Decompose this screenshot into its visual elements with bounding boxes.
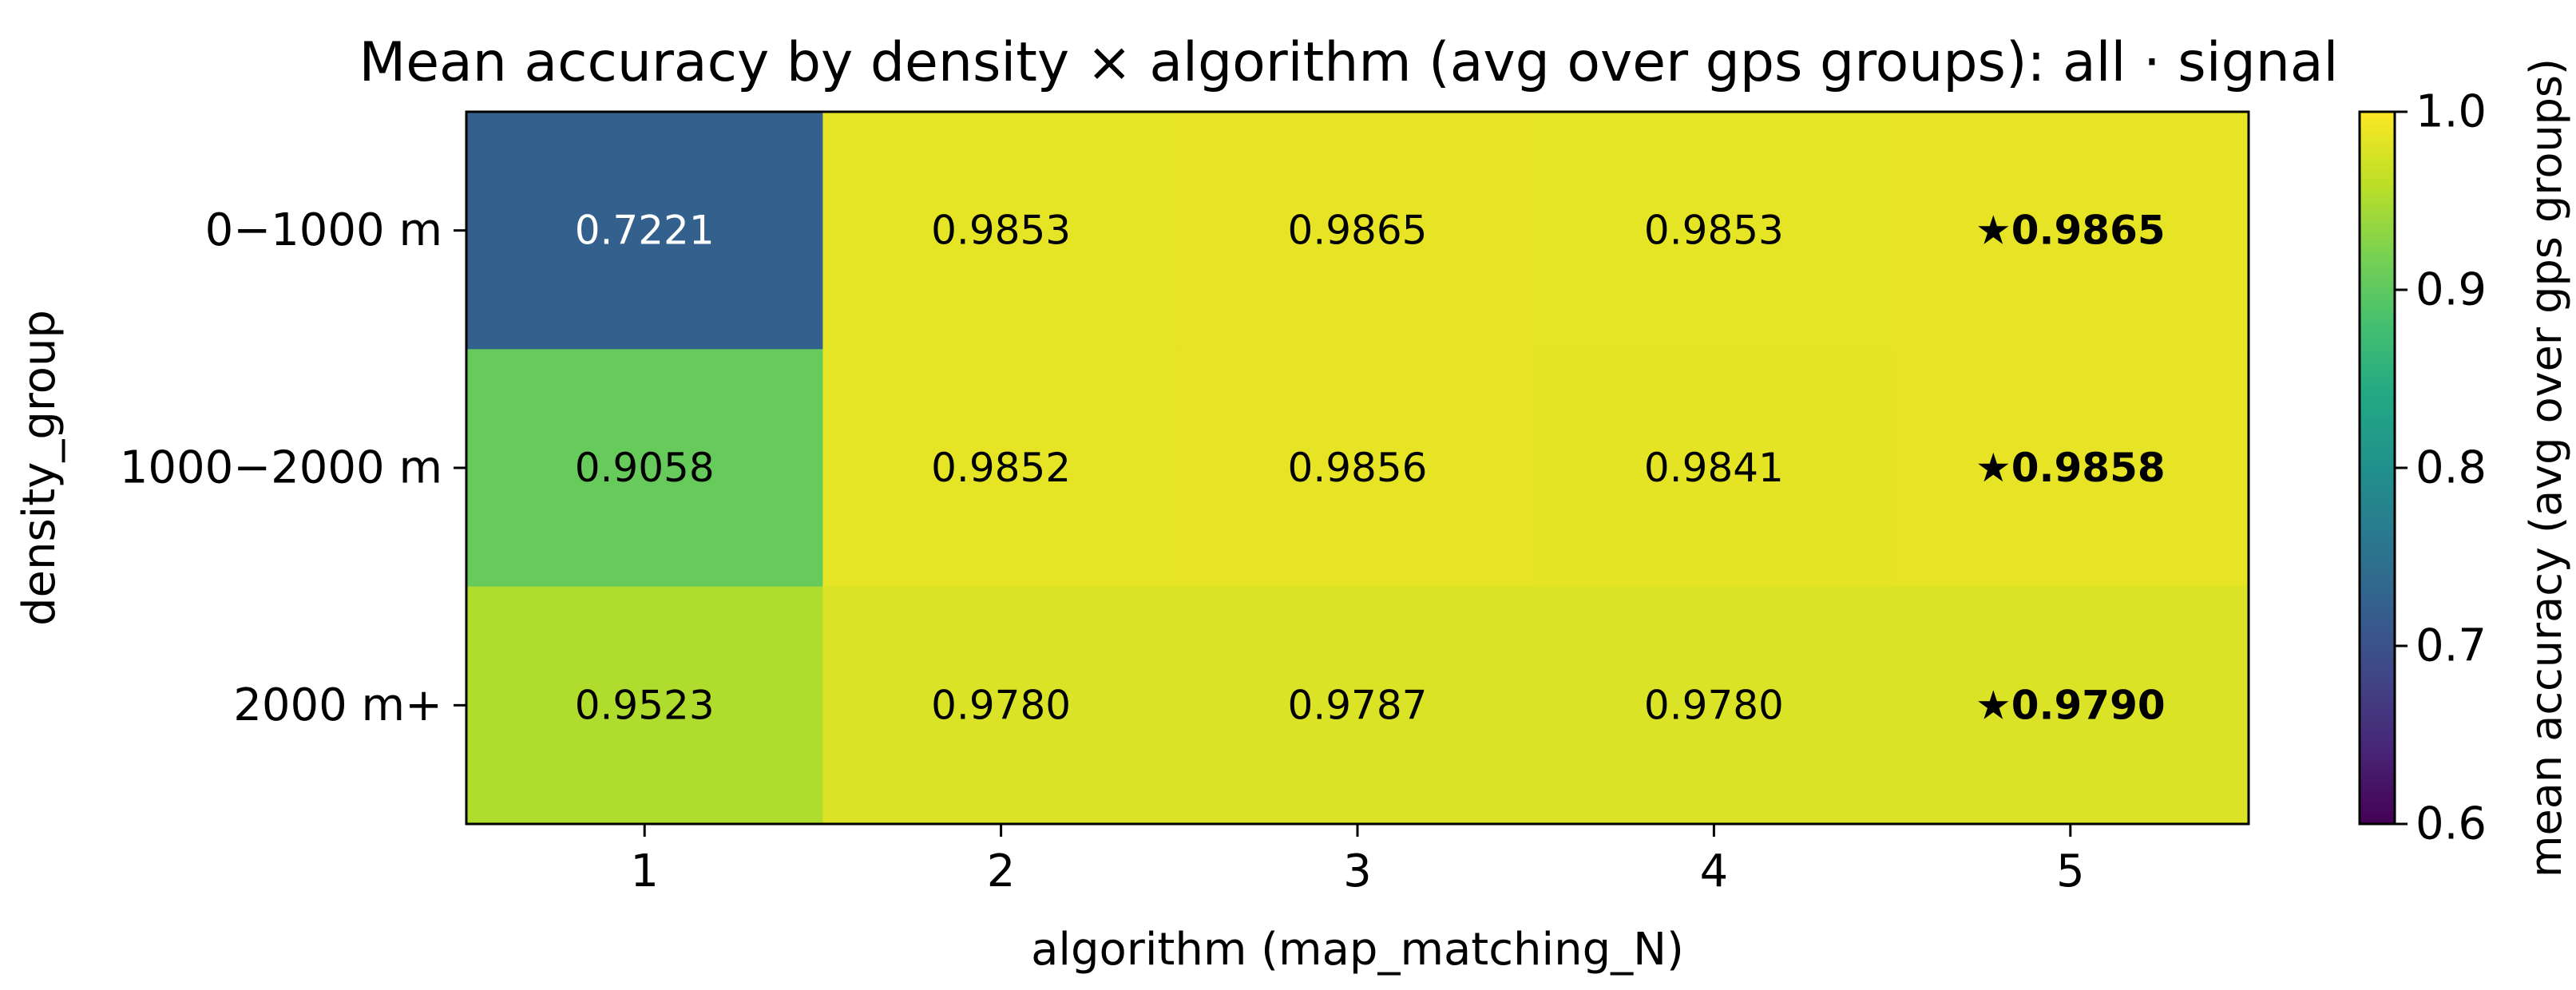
x-tick-label: 1 — [630, 845, 659, 897]
y-tick-label: 0−1000 m — [205, 204, 442, 256]
heatmap-cell — [466, 349, 823, 588]
cell-value-label: ★0.9790 — [1976, 682, 2166, 728]
x-axis-ticks: 1 2 3 4 5 — [630, 824, 2085, 897]
cell-value-label: 0.9853 — [931, 208, 1071, 254]
cell-value-label: ★0.9865 — [1976, 208, 2166, 254]
x-axis-label: algorithm (map_matching_N) — [1031, 924, 1684, 976]
colorbar-tick-label: 0.8 — [2415, 442, 2487, 494]
colorbar-ticks: 0.6 0.7 0.8 0.9 1.0 — [2395, 86, 2487, 850]
heatmap-cell — [1179, 586, 1536, 825]
x-tick-label: 5 — [2056, 845, 2085, 897]
cell-value-label: 0.9523 — [575, 682, 715, 728]
y-axis-label: density_group — [14, 310, 65, 626]
colorbar — [2358, 110, 2396, 826]
cell-value-label: 0.7221 — [575, 208, 715, 254]
cell-value-label: 0.9865 — [1288, 208, 1428, 254]
colorbar-tick-label: 1.0 — [2415, 86, 2487, 138]
colorbar-tick-label: 0.6 — [2415, 798, 2487, 850]
heatmap-cell — [466, 586, 823, 825]
heatmap-cell — [822, 586, 1180, 825]
cell-value-label: 0.9853 — [1644, 208, 1784, 254]
heatmap-cell-labels: 0.7221 0.9853 0.9865 0.9853 ★0.9865 0.9058 0.9… — [575, 208, 2166, 729]
y-tick-label: 2000 m+ — [233, 679, 442, 731]
x-tick-label: 4 — [1700, 845, 1729, 897]
heatmap-cell — [1179, 112, 1536, 350]
y-tick-label: 1000−2000 m — [120, 442, 442, 494]
cell-value-label: 0.9841 — [1644, 445, 1784, 491]
heatmap-cell — [822, 112, 1180, 350]
heatmap-cell — [466, 112, 823, 350]
colorbar-tick-label: 0.7 — [2415, 620, 2487, 672]
heatmap-cell — [1892, 112, 2249, 350]
heatmap-cells — [466, 112, 2249, 825]
heatmap-cell — [1536, 586, 1893, 825]
colorbar-tick-label: 0.9 — [2415, 264, 2487, 316]
cell-value-label: ★0.9858 — [1976, 445, 2166, 491]
cell-value-label: 0.9058 — [575, 445, 715, 491]
cell-value-label: 0.9787 — [1288, 682, 1428, 728]
x-tick-label: 2 — [987, 845, 1016, 897]
heatmap-cell — [1892, 349, 2249, 588]
heatmap-cell — [822, 349, 1180, 588]
heatmap-cell — [1536, 349, 1893, 588]
heatmap-cell — [1536, 112, 1893, 350]
heatmap-cell — [1892, 586, 2249, 825]
y-axis-ticks: 0−1000 m 1000−2000 m 2000 m+ — [120, 204, 466, 731]
heatmap-cell — [1179, 349, 1536, 588]
x-tick-label: 3 — [1343, 845, 1372, 897]
chart-title: Mean accuracy by density × algorithm (av… — [359, 31, 2339, 94]
cell-value-label: 0.9852 — [931, 445, 1071, 491]
cell-value-label: 0.9780 — [931, 682, 1071, 728]
colorbar-label: mean accuracy (avg over gps groups) — [2521, 58, 2571, 877]
cell-value-label: 0.9856 — [1288, 445, 1428, 491]
cell-value-label: 0.9780 — [1644, 682, 1784, 728]
